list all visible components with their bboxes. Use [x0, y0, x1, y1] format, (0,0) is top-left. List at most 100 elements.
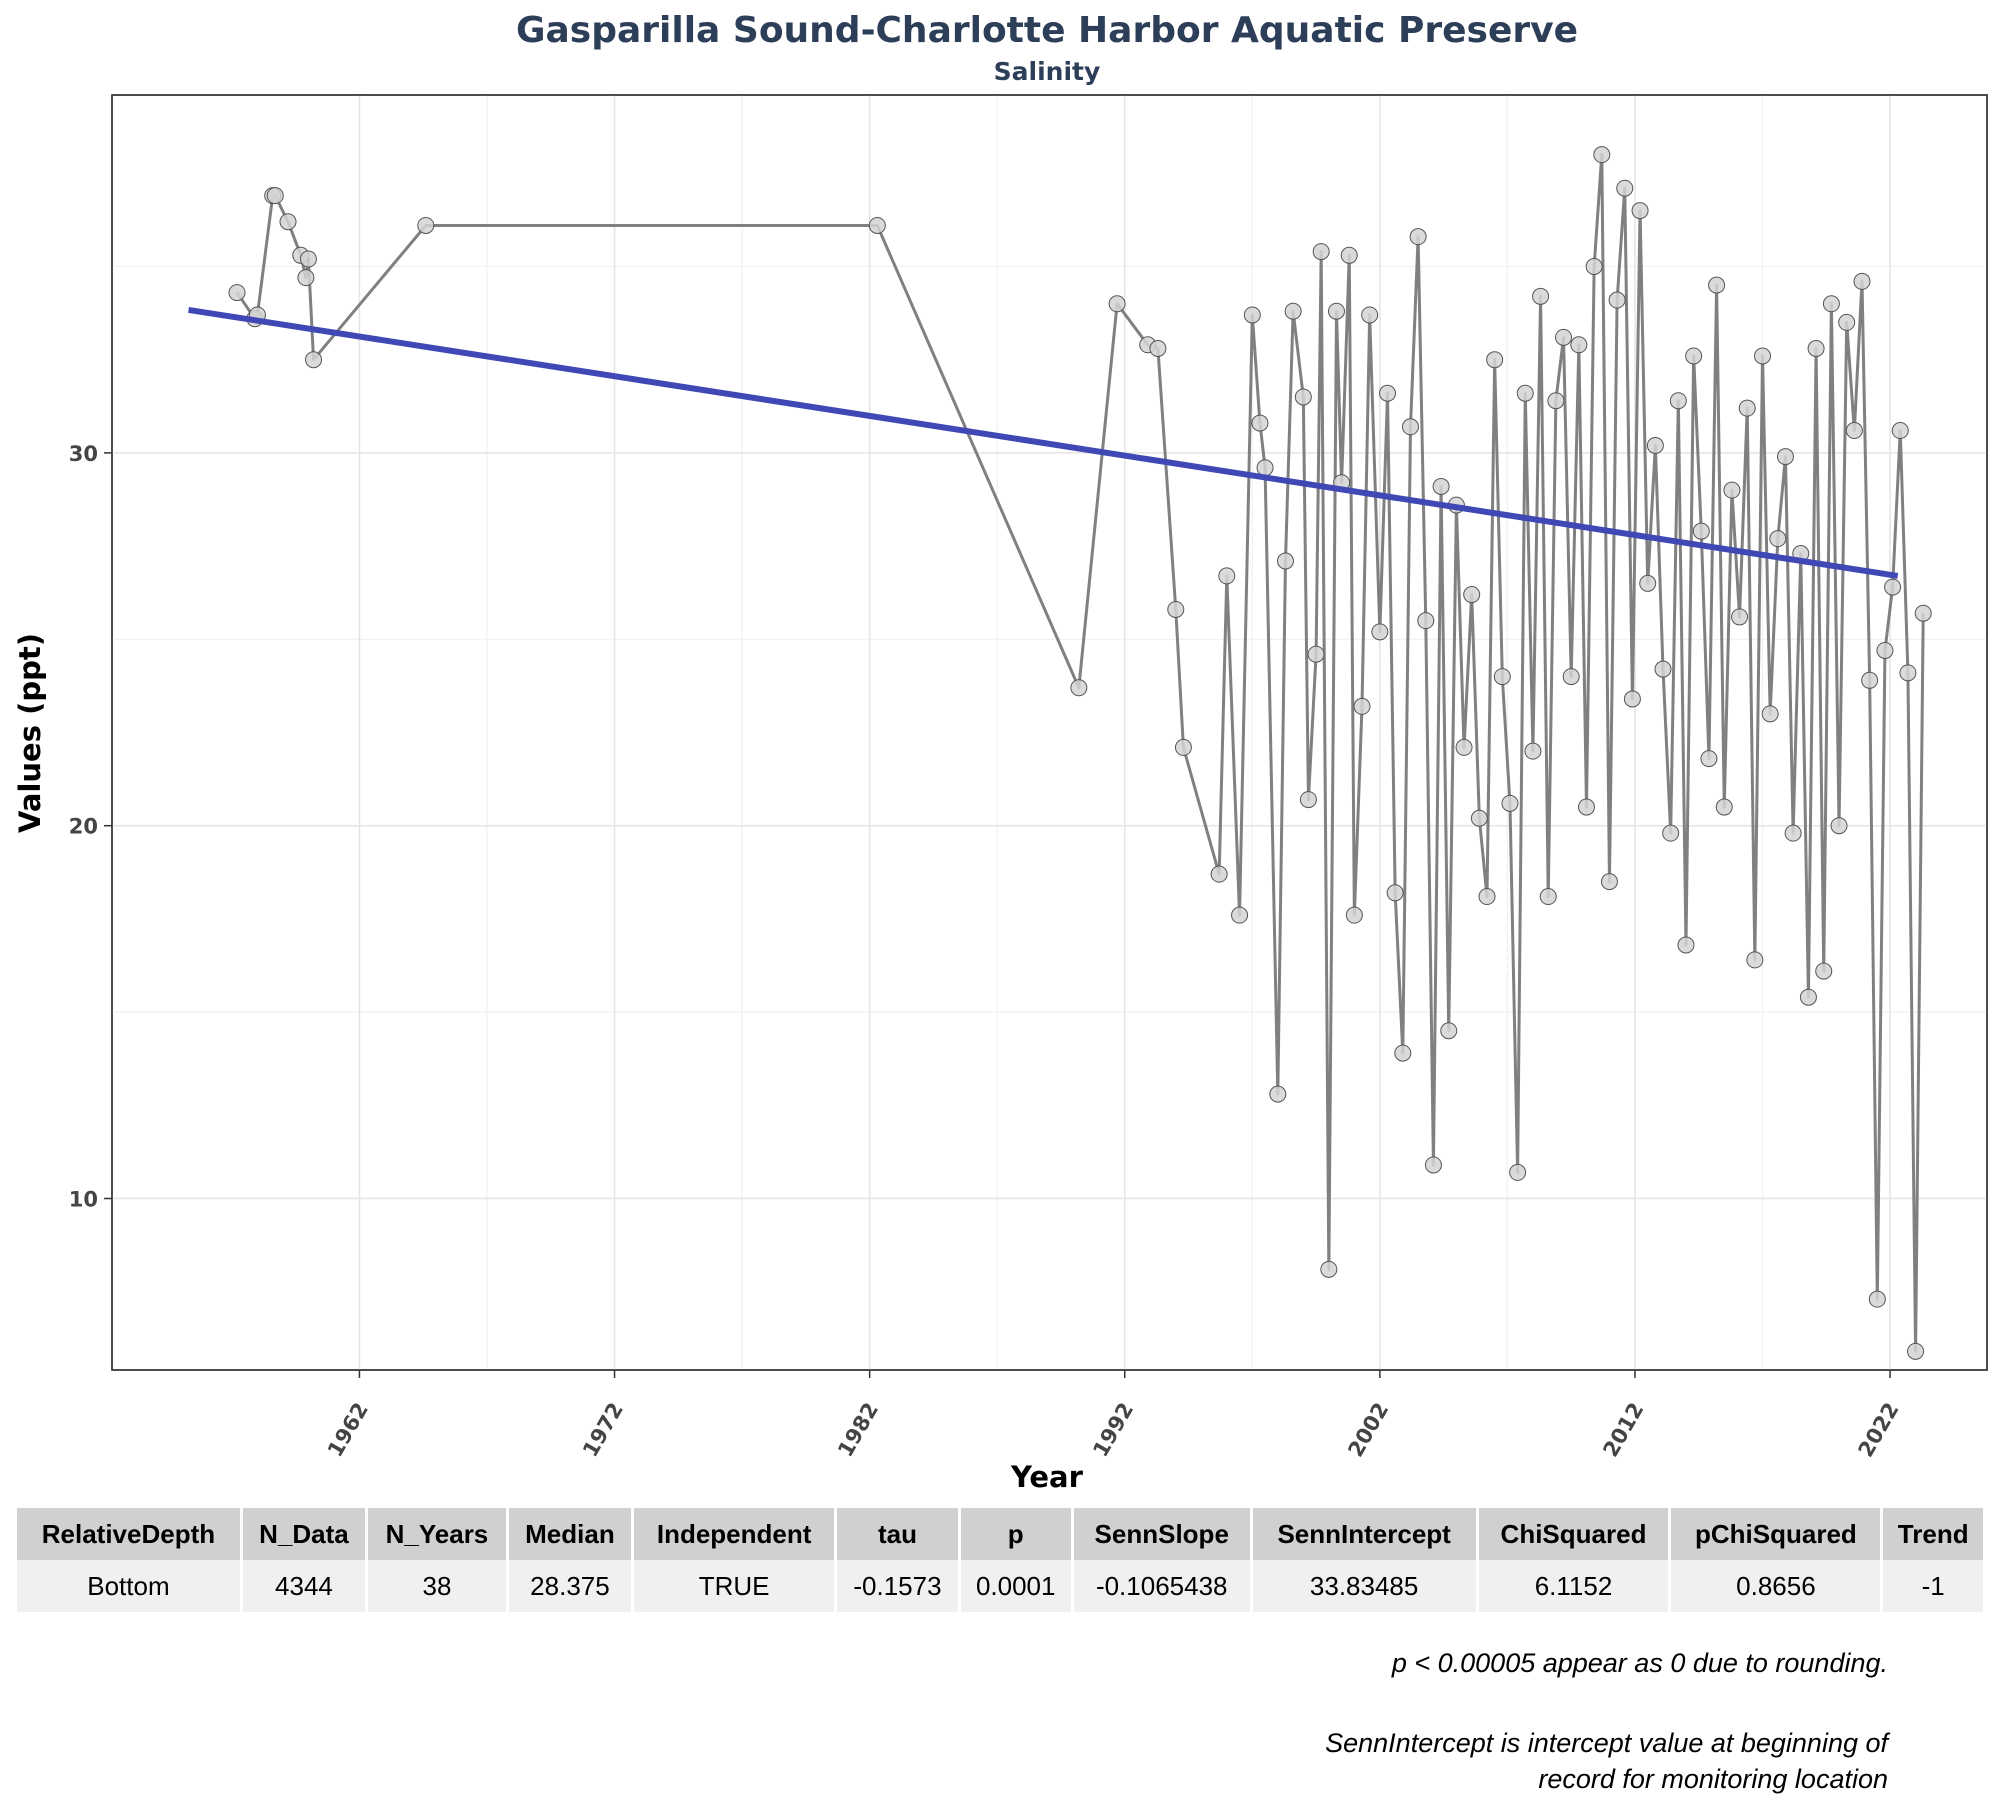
- data-point: [1463, 586, 1481, 604]
- data-point: [1470, 809, 1488, 827]
- intercept-note-line2: record for monitoring location: [1538, 1764, 1888, 1794]
- cell-sennintercept: 33.83485: [1252, 1560, 1476, 1612]
- chart-subtitle: Salinity: [994, 57, 1101, 86]
- data-point: [1623, 690, 1641, 708]
- col-pchisquared: pChiSquared: [1671, 1508, 1881, 1560]
- cell-p: 0.0001: [960, 1560, 1071, 1612]
- chart-title: Gasparilla Sound-Charlotte Harbor Aquati…: [516, 10, 1578, 51]
- y-tick-label: 20: [69, 815, 98, 839]
- data-point: [417, 216, 435, 234]
- cell-independent: TRUE: [634, 1560, 835, 1612]
- cell-median: 28.375: [508, 1560, 631, 1612]
- data-point: [1692, 522, 1710, 540]
- data-point: [1243, 306, 1261, 324]
- data-point: [1312, 243, 1330, 261]
- data-point: [1307, 645, 1325, 663]
- data-point: [1478, 888, 1496, 906]
- data-point: [1746, 951, 1764, 969]
- data-point: [1455, 738, 1473, 756]
- data-point: [1708, 276, 1726, 294]
- col-n-years: N_Years: [368, 1508, 506, 1560]
- data-point: [1320, 1260, 1338, 1278]
- data-point: [1731, 608, 1749, 626]
- data-point: [1167, 600, 1185, 618]
- data-point: [1251, 414, 1269, 432]
- data-point: [1822, 295, 1840, 313]
- rounding-note: p < 0.00005 appear as 0 due to rounding.: [1391, 1648, 1888, 1678]
- data-point: [1784, 824, 1802, 842]
- data-point: [1210, 865, 1228, 883]
- stats-table: RelativeDepth N_Data N_Years Median Inde…: [14, 1508, 1986, 1612]
- trend-line: [188, 306, 1899, 579]
- x-tick-label: 1972: [578, 1398, 628, 1461]
- data-point: [266, 187, 284, 205]
- cell-relativedepth: Bottom: [17, 1560, 240, 1612]
- trend-series: [188, 306, 1899, 579]
- data-point: [1070, 679, 1088, 697]
- data-point: [1815, 962, 1833, 980]
- data-point: [1715, 798, 1733, 816]
- col-median: Median: [508, 1508, 631, 1560]
- data-point: [1501, 794, 1519, 812]
- col-n-data: N_Data: [242, 1508, 366, 1560]
- cell-n-data: 4344: [242, 1560, 366, 1612]
- data-point: [299, 250, 317, 268]
- data-point: [1231, 906, 1249, 924]
- data-point: [1685, 347, 1703, 365]
- data-point: [1876, 641, 1894, 659]
- data-point: [1861, 671, 1879, 689]
- data-point: [1547, 392, 1565, 410]
- data-point: [1899, 664, 1917, 682]
- series-line: [235, 153, 1925, 1353]
- cell-tau: -0.1573: [837, 1560, 958, 1612]
- col-p: p: [960, 1508, 1071, 1560]
- cell-trend: -1: [1883, 1560, 1983, 1612]
- data-point: [1149, 340, 1167, 358]
- data-point: [1891, 422, 1909, 440]
- y-axis-label: Values (ppt): [13, 633, 47, 833]
- data-point: [1539, 888, 1557, 906]
- data-point: [228, 284, 246, 302]
- data-point: [1493, 668, 1511, 686]
- data-point: [1799, 988, 1817, 1006]
- x-axis-label: Year: [1010, 1460, 1084, 1494]
- data-point: [1284, 302, 1302, 320]
- data-point: [1639, 574, 1657, 592]
- data-point: [1379, 384, 1397, 402]
- cell-pchisquared: 0.8656: [1671, 1560, 1881, 1612]
- x-tick-label: 1962: [323, 1398, 373, 1461]
- col-trend: Trend: [1883, 1508, 1983, 1560]
- data-point: [1516, 384, 1534, 402]
- data-point: [1914, 604, 1932, 622]
- data-point: [1218, 567, 1236, 585]
- data-point: [1386, 884, 1404, 902]
- data-point: [1327, 302, 1345, 320]
- x-tick-label: 2022: [1854, 1398, 1904, 1461]
- data-point: [1754, 347, 1772, 365]
- data-point: [305, 351, 323, 369]
- data-point: [1108, 295, 1126, 313]
- data-point: [1608, 291, 1626, 309]
- data-point: [1345, 906, 1363, 924]
- data-series: [228, 146, 1932, 1360]
- data-point: [1562, 668, 1580, 686]
- data-point: [1585, 257, 1603, 275]
- col-sennintercept: SennIntercept: [1252, 1508, 1476, 1560]
- data-point: [1669, 392, 1687, 410]
- data-point: [1853, 272, 1871, 290]
- x-tick-label: 1992: [1088, 1398, 1138, 1461]
- data-point: [1361, 306, 1379, 324]
- data-point: [1401, 418, 1419, 436]
- data-point: [1424, 1156, 1442, 1174]
- data-point: [1700, 750, 1718, 768]
- x-tick-label: 2012: [1598, 1398, 1648, 1461]
- col-sennslope: SennSlope: [1073, 1508, 1250, 1560]
- data-point: [1830, 817, 1848, 835]
- data-point: [1884, 578, 1902, 596]
- data-point: [1371, 623, 1389, 641]
- data-point: [1276, 552, 1294, 570]
- col-relativedepth: RelativeDepth: [17, 1508, 240, 1560]
- col-independent: Independent: [634, 1508, 835, 1560]
- data-point: [1662, 824, 1680, 842]
- table-row: Bottom 4344 38 28.375 TRUE -0.1573 0.000…: [17, 1560, 1983, 1612]
